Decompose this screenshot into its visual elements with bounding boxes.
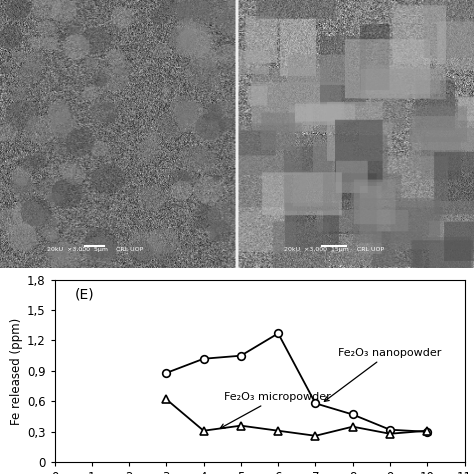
Text: Fe₂O₃ micropowder: Fe₂O₃ micropowder [220, 392, 331, 428]
Text: (E): (E) [75, 288, 95, 302]
Y-axis label: Fe released (ppm): Fe released (ppm) [9, 317, 23, 425]
Text: Fe₂O₃ nanopowder: Fe₂O₃ nanopowder [324, 347, 441, 401]
Text: 20kU  ×3,000  5µm    CRL UOP: 20kU ×3,000 5µm CRL UOP [47, 247, 144, 252]
Text: 20kU  ×3,000  15µm    CRL UOP: 20kU ×3,000 15µm CRL UOP [284, 247, 384, 252]
